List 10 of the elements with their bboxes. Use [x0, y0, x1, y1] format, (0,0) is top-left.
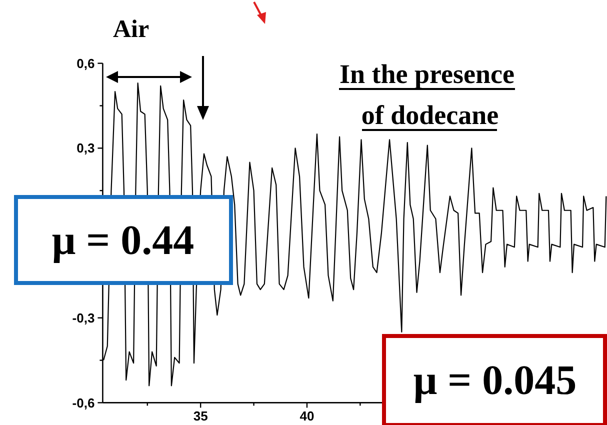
annotation: In the presence of dodecane: [340, 59, 514, 130]
annotation: μ = 0.045: [413, 358, 577, 404]
y-tick-label: -0,3: [72, 310, 95, 326]
y-tick-label: 0,3: [76, 140, 95, 156]
y-tick-label: -0,6: [72, 395, 95, 410]
y-tick-label: 0,6: [76, 56, 95, 71]
x-tick-label: 35: [193, 408, 208, 424]
annotation: μ = 0.44: [52, 218, 194, 264]
text: Air: [112, 16, 150, 43]
x-tick-label: 40: [300, 408, 314, 424]
